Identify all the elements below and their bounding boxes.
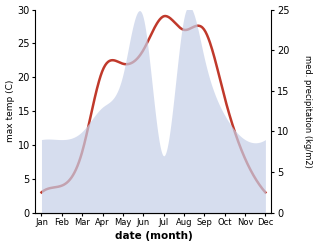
Y-axis label: max temp (C): max temp (C) <box>5 80 15 142</box>
Y-axis label: med. precipitation (kg/m2): med. precipitation (kg/m2) <box>303 55 313 167</box>
X-axis label: date (month): date (month) <box>114 231 192 242</box>
